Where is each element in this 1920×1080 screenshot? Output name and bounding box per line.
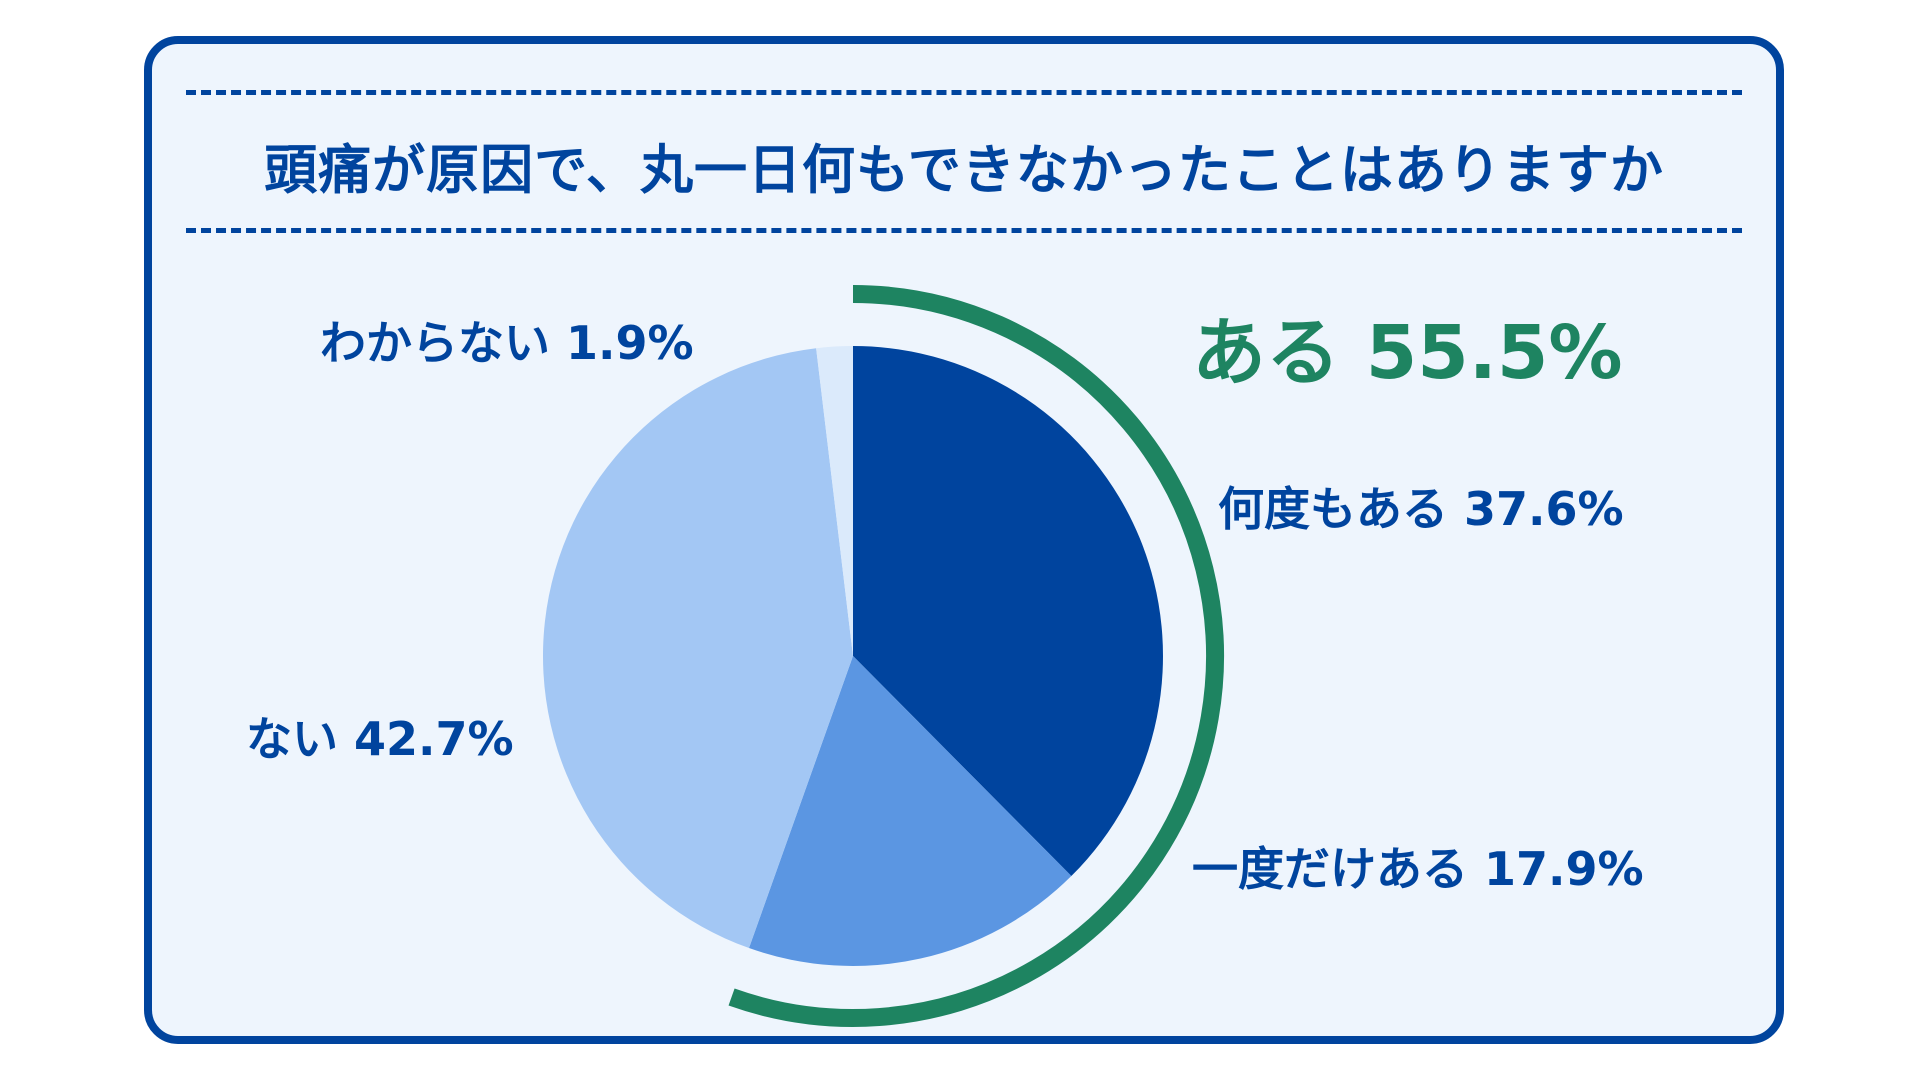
slice-label-nando-mo-aru: 何度もある 37.6% [1218,486,1624,532]
pie-slice-0 [853,346,1163,877]
slice-label-wakaranai: わからない 1.9% [320,320,694,366]
slice-label-text: 一度だけある [1192,842,1468,896]
top-dashed-divider [186,90,1742,95]
chart-title: 頭痛が原因で、丸一日何もできなかったことはありますか [264,140,1664,201]
slice-value-text: 37.6% [1464,482,1624,536]
bottom-dashed-divider [186,228,1742,233]
group-bracket-arc [728,285,1225,1027]
slice-value-text: 17.9% [1484,842,1644,896]
slice-value-text: 42.7% [354,712,514,766]
group-label-text: ある [1192,310,1340,396]
pie-slice-1 [749,656,1072,967]
slice-label-nai: ない 42.7% [246,716,514,762]
pie-slice-2 [542,348,853,949]
slice-label-text: ない [246,712,338,766]
slice-value-text: 1.9% [566,316,694,370]
slice-label-text: わからない [320,316,550,370]
slice-label-ichido-dake-aru: 一度だけある 17.9% [1192,846,1644,892]
pie-slice-3 [816,346,853,656]
group-value-text: 55.5% [1365,310,1623,396]
group-label-aru: ある 55.5% [1192,316,1623,390]
slice-label-text: 何度もある [1218,482,1448,536]
